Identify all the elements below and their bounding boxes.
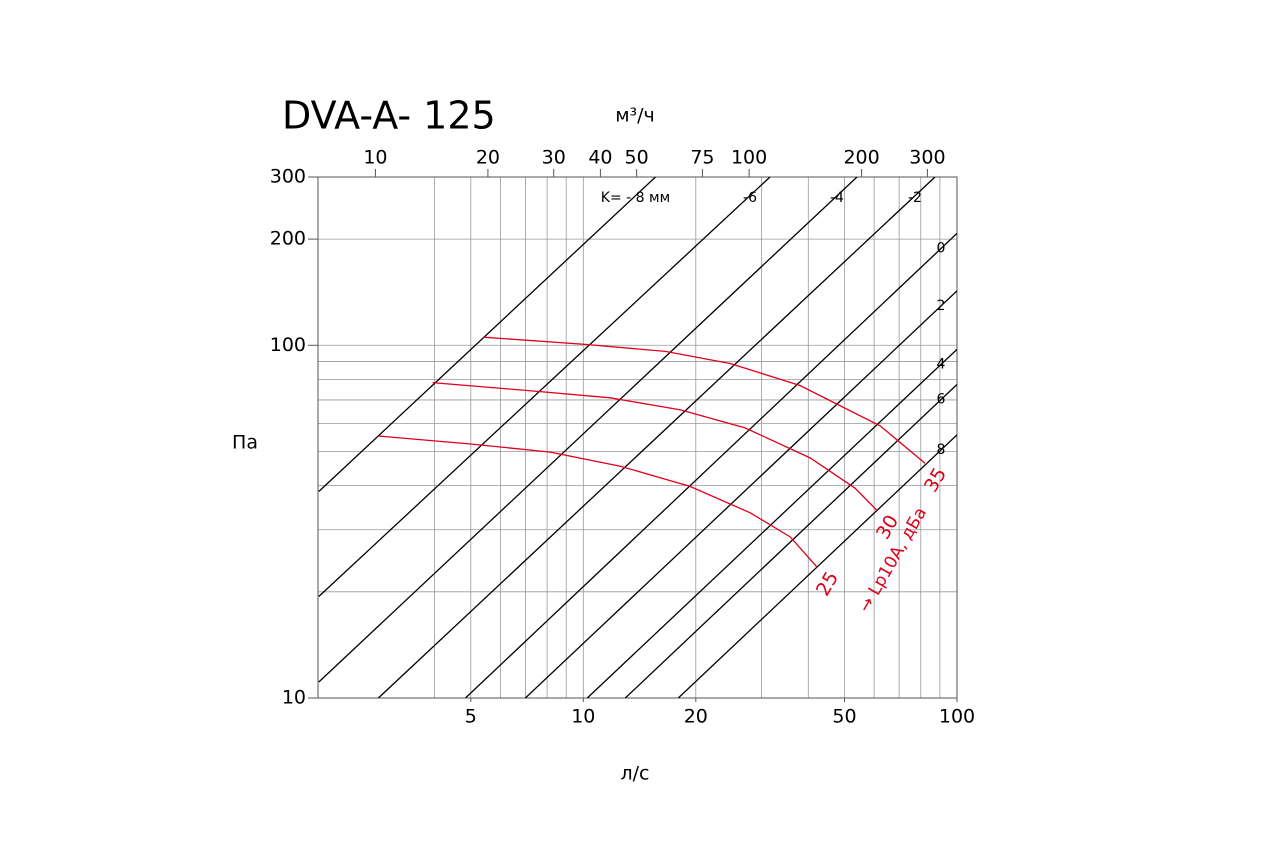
curve xyxy=(378,435,818,568)
line-label: 6 xyxy=(937,392,946,408)
x2-tick-label: 20 xyxy=(476,147,500,169)
x2-tick-label: 10 xyxy=(363,147,387,169)
line-label: -2 xyxy=(908,190,922,206)
x2-tick-label: 50 xyxy=(625,147,649,169)
curve xyxy=(624,384,957,698)
x-axis-label: л/с xyxy=(621,763,650,785)
curve xyxy=(318,177,771,597)
line-label: -4 xyxy=(830,190,844,206)
x-tick-label: 50 xyxy=(832,706,856,728)
x-tick-label: 10 xyxy=(571,706,595,728)
curve-label: 35 xyxy=(920,464,951,496)
line-label: 2 xyxy=(937,298,946,314)
plot-frame xyxy=(317,176,958,699)
curve xyxy=(377,177,936,698)
y-tick-label: 200 xyxy=(270,228,306,250)
line-label: -6 xyxy=(743,190,757,206)
chart-title: DVA-A- 125 xyxy=(282,94,496,138)
x2-tick-label: 300 xyxy=(909,147,945,169)
line-label: 0 xyxy=(937,240,946,256)
y-tick-label: 10 xyxy=(282,687,306,709)
y-tick-label: 100 xyxy=(270,334,306,356)
curve xyxy=(524,290,957,698)
curve xyxy=(318,177,656,492)
curve xyxy=(465,232,957,698)
curve-label: 25 xyxy=(812,568,843,600)
line-label: 8 xyxy=(937,442,946,458)
x-tick-label: 20 xyxy=(684,706,708,728)
curve xyxy=(432,381,878,511)
x2-tick-label: 75 xyxy=(690,147,714,169)
y-axis-label: Па xyxy=(232,432,258,454)
x2-axis-label: м³/ч xyxy=(615,105,655,127)
curve xyxy=(586,348,957,698)
series-group xyxy=(318,177,957,698)
x2-tick-label: 30 xyxy=(542,147,566,169)
curve xyxy=(483,336,926,464)
x2-tick-label: 200 xyxy=(843,147,879,169)
y-tick-label: 300 xyxy=(270,166,306,188)
x2-tick-label: 100 xyxy=(731,147,767,169)
line-label: 4 xyxy=(937,356,946,372)
line-label: K= - 8 мм xyxy=(601,190,670,206)
x-tick-label: 5 xyxy=(465,706,477,728)
x2-tick-label: 40 xyxy=(588,147,612,169)
curve xyxy=(318,177,858,683)
curve xyxy=(677,434,957,698)
x-tick-label: 100 xyxy=(939,706,975,728)
